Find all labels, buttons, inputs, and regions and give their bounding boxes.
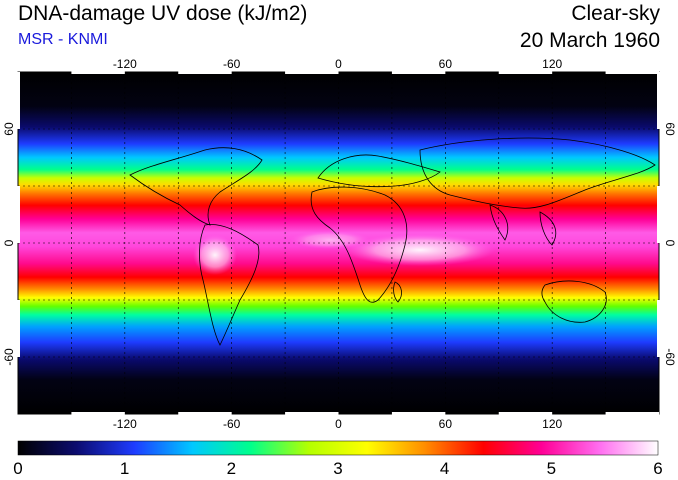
frame-tick-bottom: [391, 412, 446, 415]
colorbar-tick-label: 3: [333, 459, 342, 478]
lon-label-top: 120: [542, 57, 562, 71]
lon-label-bottom: 120: [542, 417, 562, 431]
frame-tick-bottom: [605, 412, 659, 415]
colorbar-tick-label: 1: [120, 459, 129, 478]
lat-label-right: -60: [663, 348, 677, 366]
frame-ticks: [17, 71, 660, 415]
map-title: DNA-damage UV dose (kJ/m2): [18, 2, 308, 25]
map-field: [18, 72, 659, 414]
colorbar: [17, 440, 659, 456]
lat-label-left: 60: [2, 122, 16, 136]
credit-label: MSR - KNMI: [18, 31, 108, 48]
frame-tick-top: [178, 71, 232, 74]
frame-tick-top: [71, 71, 125, 74]
condition-label: Clear-sky: [571, 2, 660, 25]
frame-tick-top: [391, 71, 446, 74]
colorbar-tick-label: 6: [653, 459, 662, 478]
frame-tick-bottom: [178, 412, 232, 415]
lon-label-top: -60: [223, 57, 241, 71]
lon-label-bottom: -120: [113, 417, 137, 431]
colorbar-tick-label: 4: [440, 459, 449, 478]
africa-hotspot: [345, 234, 495, 266]
lat-label-left: -60: [2, 348, 16, 366]
frame-tick-bottom: [285, 412, 339, 415]
lon-label-bottom: 60: [439, 417, 453, 431]
gridlines: [18, 72, 659, 414]
atlantic-hotspot: [290, 231, 370, 249]
frame-tick-right: [657, 72, 660, 129]
frame-tick-left: [17, 186, 20, 243]
lat-label-right: 60: [663, 122, 677, 136]
colorbar-tick-label: 2: [227, 459, 236, 478]
lon-label-bottom: 0: [335, 417, 342, 431]
frame-tick-bottom: [498, 412, 553, 415]
frame-tick-top: [605, 71, 659, 74]
frame-tick-top: [498, 71, 553, 74]
lon-label-top: -120: [113, 57, 137, 71]
frame-tick-left: [17, 300, 20, 357]
lat-label-left: 0: [2, 239, 16, 246]
date-label: 20 March 1960: [519, 29, 660, 52]
frame-tick-right: [657, 186, 660, 243]
frame-tick-top: [285, 71, 339, 74]
lat-label-right: 0: [663, 240, 677, 247]
colorbar-labels: 0 1 2 3 4 5 6: [13, 459, 662, 478]
frame-tick-bottom: [71, 412, 125, 415]
colorbar-tick-label: 5: [547, 459, 556, 478]
lon-label-top: 60: [439, 57, 453, 71]
frame-tick-right: [657, 300, 660, 357]
frame-tick-left: [17, 72, 20, 129]
lon-label-bottom: -60: [223, 417, 241, 431]
andes-hotspot: [193, 235, 237, 275]
axis-labels: -120 -120 -60 -60 0 0 60 60 120 120 60 60 0 0 -60 -60: [2, 57, 677, 431]
lon-label-top: 0: [335, 57, 342, 71]
colorbar-tick-label: 0: [13, 459, 22, 478]
